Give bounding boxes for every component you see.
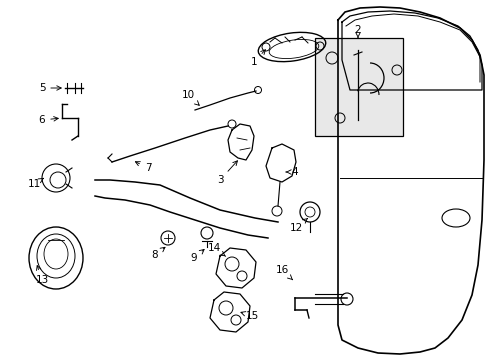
Text: 10: 10 (181, 90, 199, 105)
Text: 2: 2 (354, 25, 361, 38)
Text: 11: 11 (27, 178, 43, 189)
Text: 16: 16 (275, 265, 292, 280)
Text: 12: 12 (289, 219, 307, 233)
Text: 15: 15 (241, 311, 258, 321)
Text: 1: 1 (250, 50, 265, 67)
Text: 4: 4 (285, 167, 298, 177)
Text: 3: 3 (216, 161, 237, 185)
Text: 14: 14 (207, 243, 225, 256)
Text: 13: 13 (35, 266, 48, 285)
Text: 6: 6 (39, 115, 58, 125)
Text: 5: 5 (39, 83, 61, 93)
Text: 7: 7 (135, 162, 151, 173)
FancyBboxPatch shape (314, 38, 402, 136)
Text: 9: 9 (190, 249, 203, 263)
Text: 8: 8 (151, 247, 164, 260)
